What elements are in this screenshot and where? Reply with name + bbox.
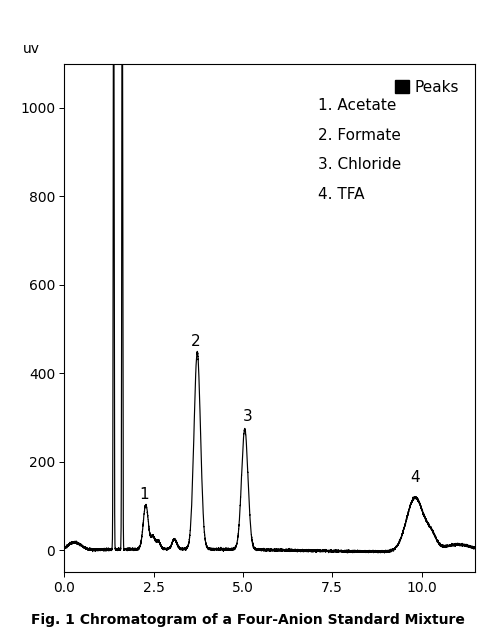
Text: 3: 3 — [243, 409, 252, 424]
Text: 2: 2 — [191, 334, 200, 349]
Text: 1: 1 — [139, 487, 148, 502]
Text: uv: uv — [23, 42, 40, 56]
Text: 4: 4 — [411, 470, 420, 485]
Text: 3. Chloride: 3. Chloride — [318, 157, 401, 172]
Text: 1. Acetate: 1. Acetate — [318, 98, 396, 113]
Text: 2. Formate: 2. Formate — [318, 128, 401, 142]
Text: 4. TFA: 4. TFA — [318, 187, 365, 202]
Legend: Peaks: Peaks — [389, 74, 465, 101]
Text: Fig. 1 Chromatogram of a Four-Anion Standard Mixture: Fig. 1 Chromatogram of a Four-Anion Stan… — [31, 613, 464, 627]
